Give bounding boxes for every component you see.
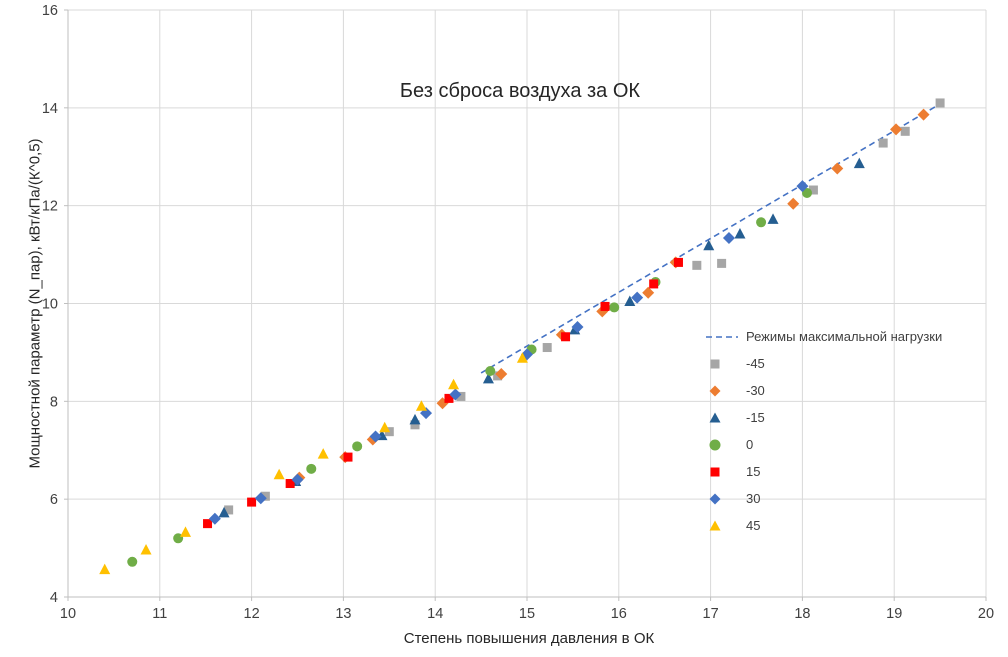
series-45	[99, 352, 528, 575]
y-tick-label: 4	[50, 590, 58, 606]
series-15	[203, 257, 683, 529]
legend-item-Режимы максимальной нагрузки: Режимы максимальной нагрузки	[705, 326, 942, 347]
x-tick-label: 19	[886, 606, 902, 622]
y-tick-label: 6	[50, 492, 58, 508]
x-tick-label: 12	[244, 606, 260, 622]
y-tick-label: 12	[42, 199, 58, 215]
legend-swatch	[710, 467, 720, 476]
legend-swatch	[709, 385, 721, 396]
x-tick-label: 18	[794, 606, 810, 622]
y-tick-label: 8	[50, 394, 58, 410]
x-tick-label: 13	[335, 606, 351, 622]
tick-labels: 10 11 12 13 14 15 16 17 18 19 20 4 6 8 10 12 14 16	[42, 3, 994, 622]
chart-title: Без сброса воздуха за ОК	[399, 80, 641, 102]
legend-item--30: -30	[705, 380, 942, 401]
legend-label: 0	[746, 437, 754, 452]
y-tick-label: 10	[42, 297, 58, 313]
legend-label: 45	[746, 518, 761, 533]
legend-swatch	[706, 335, 738, 338]
x-tick-label: 17	[703, 606, 719, 622]
legend-item-15: 15	[705, 461, 942, 482]
legend-label: Режимы максимальной нагрузки	[746, 329, 943, 344]
y-tick-label: 16	[42, 3, 58, 19]
legend-item--45: -45	[705, 353, 942, 374]
max-load-line	[480, 103, 941, 374]
y-axis-title: Мощностной параметр (N_пар), кВт/кПа/(К^…	[26, 138, 44, 469]
x-tick-label: 11	[152, 606, 167, 622]
legend-swatch	[709, 412, 721, 422]
x-tick-label: 10	[60, 606, 76, 622]
legend-item-45: 45	[705, 515, 942, 536]
legend-item--15: -15	[705, 407, 942, 428]
legend-swatch	[709, 439, 721, 450]
axes	[64, 9, 987, 601]
legend-swatch	[709, 520, 721, 530]
y-tick-label: 14	[42, 101, 58, 117]
legend: Режимы максимальной нагрузки -45 -30 -15 0 15…	[705, 326, 942, 536]
x-axis-title: Степень повышения давления в ОК	[403, 630, 655, 647]
legend-item-0: 0	[705, 434, 942, 455]
legend-label: -30	[746, 383, 765, 398]
legend-swatch	[710, 359, 720, 368]
x-tick-label: 16	[611, 606, 627, 622]
x-tick-label: 20	[978, 606, 994, 622]
legend-label: 30	[746, 491, 761, 506]
legend-label: -45	[746, 356, 765, 371]
legend-item-30: 30	[705, 488, 942, 509]
legend-label: 15	[746, 464, 761, 479]
legend-label: -15	[746, 410, 765, 425]
x-tick-label: 15	[519, 606, 535, 622]
legend-swatch	[709, 493, 721, 504]
x-tick-label: 14	[427, 606, 443, 622]
